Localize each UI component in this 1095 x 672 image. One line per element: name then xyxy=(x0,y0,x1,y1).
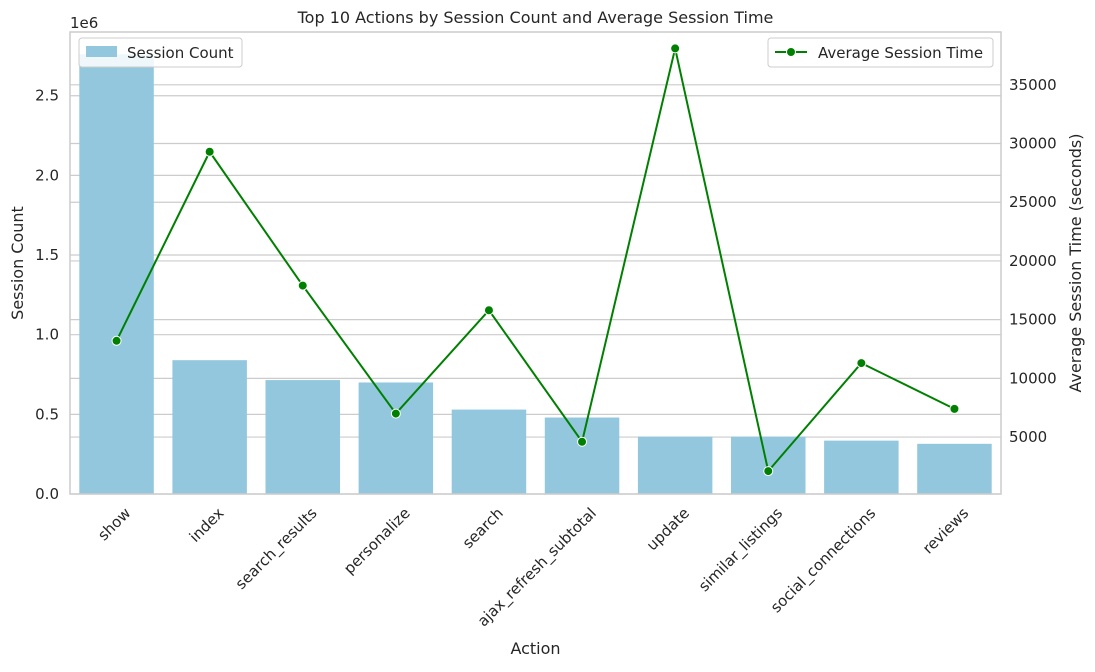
y2-tick-label-0: 5000 xyxy=(1009,428,1047,446)
y2-tick-label-5: 30000 xyxy=(1009,135,1057,153)
legend-left: Session Count xyxy=(78,37,243,68)
x-tick-label-update: update xyxy=(643,504,693,554)
bar-ajax_refresh_subtotal xyxy=(544,417,620,494)
x-axis-title: Action xyxy=(510,639,560,658)
legend-bar-swatch xyxy=(86,46,117,57)
y2-tick-label-6: 35000 xyxy=(1009,76,1057,94)
y2-tick-label-4: 25000 xyxy=(1009,193,1057,211)
bar-show xyxy=(79,54,154,495)
x-tick-label-reviews: reviews xyxy=(919,504,972,557)
line-layer xyxy=(111,43,960,477)
x-tick-label-search_results: search_results xyxy=(232,504,322,594)
avg-session-time-point-similar_listings xyxy=(763,466,774,477)
x-tick-label-index: index xyxy=(186,504,228,546)
bar-index xyxy=(172,360,247,494)
bar-reviews xyxy=(917,443,992,494)
x-tick-label-similar_listings: similar_listings xyxy=(695,504,787,596)
x-tick-label-social_connections: social_connections xyxy=(767,504,880,617)
x-tick-label-show: show xyxy=(94,504,134,544)
y-tick-label-2: 1.0 xyxy=(35,326,59,344)
bar-update xyxy=(637,436,713,494)
avg-session-time-point-show xyxy=(111,335,122,346)
avg-session-time-point-reviews xyxy=(949,403,960,414)
y-axis-title: Session Count xyxy=(8,206,27,320)
avg-session-time-point-index xyxy=(204,146,215,157)
legend-right-frame xyxy=(767,37,994,68)
y2-tick-label-3: 20000 xyxy=(1009,252,1057,270)
legend-line-marker xyxy=(786,47,796,57)
chart-title: Top 10 Actions by Session Count and Aver… xyxy=(297,8,774,27)
avg-session-time-point-personalize xyxy=(390,408,401,419)
bar-search_results xyxy=(265,380,340,494)
y-tick-label-4: 2.0 xyxy=(35,166,59,184)
y2-axis-title: Average Session Time (seconds) xyxy=(1066,133,1085,392)
bar-similar_listings xyxy=(731,436,806,494)
y2-tick-label-2: 15000 xyxy=(1009,311,1057,329)
axes-layer: 0.0 0.5 1.0 1.5 2.0 2.5 5000 10000 15000 20000 250… xyxy=(35,31,1057,631)
legend-line-label: Average Session Time xyxy=(818,44,983,62)
avg-session-time-point-search xyxy=(483,305,494,316)
avg-session-time-line xyxy=(115,48,955,474)
grid-layer xyxy=(70,84,1001,495)
y-tick-label-5: 2.5 xyxy=(35,87,59,105)
bars-layer xyxy=(79,54,992,495)
legend-left-frame xyxy=(78,37,243,68)
avg-session-time-point-search_results xyxy=(297,280,308,291)
y-tick-label-3: 1.5 xyxy=(35,246,59,264)
plot-frame xyxy=(69,31,1002,495)
bar-social_connections xyxy=(824,440,899,494)
bar-personalize xyxy=(358,382,434,494)
bar-search xyxy=(451,409,527,494)
avg-session-time-point-social_connections xyxy=(856,358,867,369)
legend-right: Average Session Time xyxy=(767,37,994,68)
avg-session-time-point-ajax_refresh_subtotal xyxy=(577,436,588,447)
avg-session-time-point-update xyxy=(670,43,681,54)
y2-tick-label-1: 10000 xyxy=(1009,369,1057,387)
legend-bar-label: Session Count xyxy=(127,44,234,62)
x-tick-label-personalize: personalize xyxy=(340,504,414,578)
y-offset-text: 1e6 xyxy=(70,14,98,32)
x-tick-label-search: search xyxy=(459,504,507,552)
y-tick-label-1: 0.5 xyxy=(35,405,59,423)
y-tick-label-0: 0.0 xyxy=(35,485,59,503)
